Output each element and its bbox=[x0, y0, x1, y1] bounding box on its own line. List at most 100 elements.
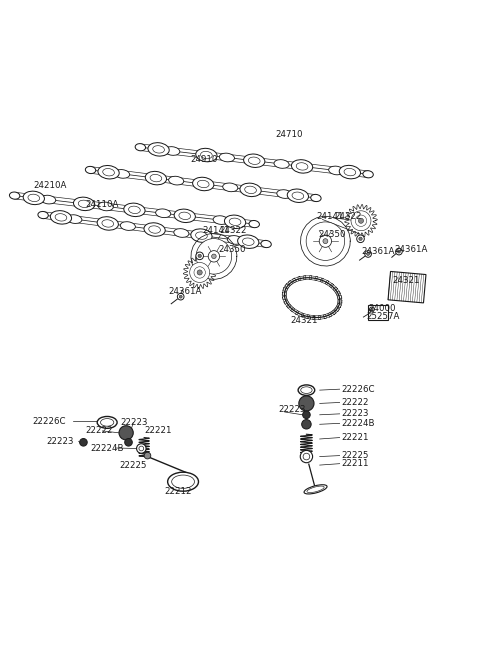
Ellipse shape bbox=[225, 215, 246, 229]
Ellipse shape bbox=[85, 166, 96, 174]
Text: 24210A: 24210A bbox=[34, 181, 67, 190]
Circle shape bbox=[359, 218, 363, 223]
Ellipse shape bbox=[97, 417, 117, 428]
Ellipse shape bbox=[149, 226, 160, 233]
Ellipse shape bbox=[301, 387, 312, 394]
Ellipse shape bbox=[103, 168, 114, 176]
Ellipse shape bbox=[23, 191, 45, 204]
Text: 22225: 22225 bbox=[342, 451, 369, 460]
Ellipse shape bbox=[249, 221, 259, 228]
Ellipse shape bbox=[339, 165, 360, 179]
Text: 24000: 24000 bbox=[368, 304, 396, 313]
Text: 22223: 22223 bbox=[120, 418, 148, 427]
Circle shape bbox=[196, 252, 204, 259]
Text: 24321: 24321 bbox=[392, 276, 420, 284]
Ellipse shape bbox=[223, 183, 238, 192]
Ellipse shape bbox=[248, 157, 260, 164]
Ellipse shape bbox=[344, 168, 356, 176]
Text: 25257A: 25257A bbox=[366, 312, 399, 320]
Text: 24322: 24322 bbox=[334, 212, 361, 221]
Text: 22222: 22222 bbox=[86, 426, 113, 436]
Text: 22226C: 22226C bbox=[32, 417, 66, 426]
Circle shape bbox=[357, 235, 364, 242]
Ellipse shape bbox=[156, 209, 171, 217]
Ellipse shape bbox=[240, 183, 261, 196]
Circle shape bbox=[178, 293, 184, 300]
Ellipse shape bbox=[287, 189, 309, 202]
Text: 24141: 24141 bbox=[316, 212, 343, 221]
Circle shape bbox=[367, 252, 370, 255]
Text: 22223: 22223 bbox=[47, 437, 74, 446]
Ellipse shape bbox=[213, 215, 228, 225]
Ellipse shape bbox=[191, 229, 212, 242]
Circle shape bbox=[359, 237, 362, 240]
Circle shape bbox=[397, 250, 400, 253]
Circle shape bbox=[351, 211, 371, 231]
Circle shape bbox=[396, 248, 402, 255]
Ellipse shape bbox=[73, 197, 95, 210]
Circle shape bbox=[190, 263, 210, 282]
Text: 22224B: 22224B bbox=[342, 419, 375, 428]
Circle shape bbox=[323, 238, 328, 244]
Circle shape bbox=[300, 451, 312, 462]
Ellipse shape bbox=[102, 219, 114, 227]
Text: 22212: 22212 bbox=[164, 487, 192, 496]
Circle shape bbox=[119, 426, 133, 440]
Circle shape bbox=[125, 438, 132, 446]
Ellipse shape bbox=[38, 212, 48, 219]
Ellipse shape bbox=[172, 475, 194, 489]
Ellipse shape bbox=[129, 206, 140, 214]
Circle shape bbox=[197, 270, 202, 275]
Circle shape bbox=[371, 309, 373, 310]
Text: 24361A: 24361A bbox=[168, 288, 201, 297]
Text: 24910: 24910 bbox=[190, 155, 217, 164]
Ellipse shape bbox=[50, 211, 72, 224]
Ellipse shape bbox=[153, 145, 165, 153]
Circle shape bbox=[301, 420, 311, 429]
Ellipse shape bbox=[219, 153, 234, 162]
Ellipse shape bbox=[298, 385, 315, 396]
Ellipse shape bbox=[115, 170, 130, 178]
Ellipse shape bbox=[192, 178, 214, 191]
Ellipse shape bbox=[41, 195, 56, 204]
Ellipse shape bbox=[100, 419, 114, 426]
Circle shape bbox=[355, 215, 367, 227]
Ellipse shape bbox=[242, 238, 254, 246]
Text: 22221: 22221 bbox=[342, 433, 369, 442]
Ellipse shape bbox=[274, 160, 289, 168]
Ellipse shape bbox=[201, 151, 212, 159]
Circle shape bbox=[319, 235, 332, 248]
Text: 24710: 24710 bbox=[276, 130, 303, 140]
Ellipse shape bbox=[135, 143, 145, 151]
Ellipse shape bbox=[174, 209, 195, 223]
Text: 22224B: 22224B bbox=[91, 443, 124, 453]
Text: 24361A: 24361A bbox=[394, 245, 428, 253]
Polygon shape bbox=[388, 271, 426, 303]
Circle shape bbox=[137, 443, 146, 453]
Ellipse shape bbox=[291, 160, 312, 173]
Ellipse shape bbox=[97, 217, 119, 230]
Ellipse shape bbox=[307, 486, 324, 493]
Text: 22211: 22211 bbox=[342, 459, 369, 468]
Circle shape bbox=[198, 254, 202, 257]
Circle shape bbox=[208, 251, 219, 262]
Ellipse shape bbox=[197, 180, 209, 188]
Circle shape bbox=[299, 396, 314, 411]
Ellipse shape bbox=[311, 195, 321, 202]
Ellipse shape bbox=[124, 203, 145, 217]
Ellipse shape bbox=[329, 166, 344, 175]
Text: 22223: 22223 bbox=[342, 409, 369, 419]
Circle shape bbox=[179, 295, 182, 298]
Ellipse shape bbox=[98, 166, 119, 179]
Ellipse shape bbox=[196, 148, 217, 162]
Ellipse shape bbox=[144, 223, 165, 236]
Ellipse shape bbox=[98, 202, 113, 211]
Circle shape bbox=[212, 254, 216, 259]
Ellipse shape bbox=[238, 235, 259, 248]
Circle shape bbox=[306, 222, 345, 261]
Circle shape bbox=[303, 453, 310, 460]
Ellipse shape bbox=[292, 192, 304, 199]
Ellipse shape bbox=[168, 176, 184, 185]
Ellipse shape bbox=[245, 186, 256, 194]
Circle shape bbox=[194, 267, 205, 278]
